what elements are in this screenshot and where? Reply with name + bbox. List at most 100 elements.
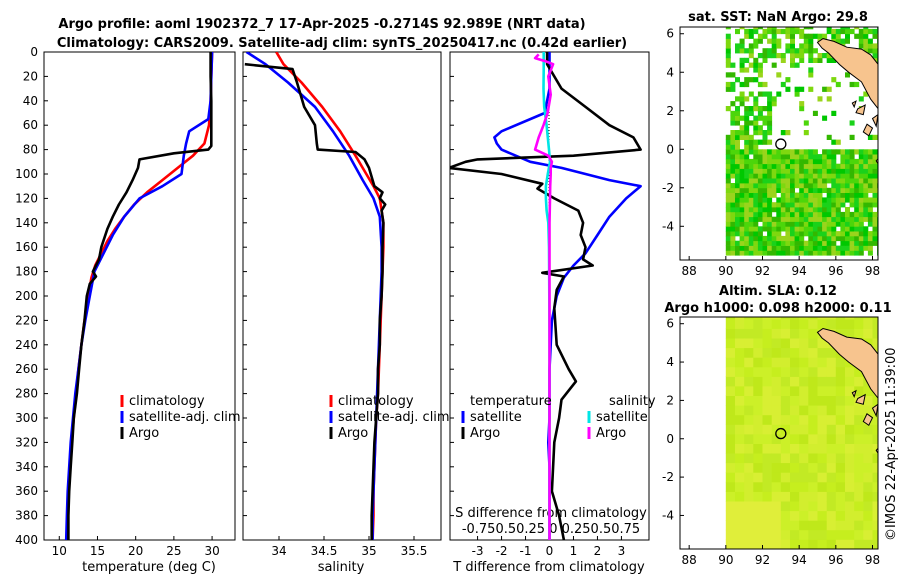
- sst-cell: [771, 183, 777, 189]
- sla-cell: [753, 395, 763, 406]
- sst-cell: [826, 27, 832, 30]
- series-line-argo: [67, 52, 213, 540]
- sla-cell: [771, 472, 782, 483]
- sla-cell: [808, 328, 818, 339]
- sst-cell: [790, 216, 795, 222]
- sst-cell: [826, 163, 832, 169]
- sst-cell: [753, 101, 759, 107]
- sst-cell: [762, 245, 768, 251]
- sst-cell: [845, 245, 850, 251]
- sst-cell: [867, 163, 873, 169]
- sla-cell: [817, 414, 828, 425]
- sst-cell: [730, 231, 736, 237]
- sla-cell: [863, 405, 873, 416]
- sst-cell: [854, 197, 860, 203]
- sst-cell: [790, 62, 795, 68]
- sst-cell: [854, 211, 860, 218]
- sla-cell: [735, 529, 745, 540]
- sst-cell: [831, 178, 837, 184]
- sst-cell: [808, 207, 814, 213]
- sst-cell: [799, 221, 805, 227]
- sla-cell: [854, 529, 864, 540]
- sst-cell: [771, 187, 777, 193]
- sst-cell: [831, 77, 837, 83]
- sst-cell: [854, 192, 860, 198]
- sla-cell: [735, 443, 745, 454]
- map-lat-label: 0: [666, 142, 674, 156]
- sst-cell: [744, 120, 750, 126]
- sla-cell: [872, 520, 878, 531]
- sst-cell: [840, 192, 846, 198]
- salinity-axis-label: salinity: [318, 560, 365, 575]
- sst-cell: [790, 168, 795, 174]
- map-lon-label: 96: [828, 264, 843, 278]
- sst-cell: [748, 33, 754, 39]
- sla-cell: [854, 405, 864, 416]
- sst-cell: [812, 149, 818, 155]
- sst-cell: [822, 149, 828, 155]
- sla-cell: [835, 317, 846, 320]
- sst-cell: [785, 86, 791, 92]
- sla-cell: [762, 501, 773, 512]
- sst-cell: [867, 154, 873, 160]
- s-difference-axis-label: S difference from climatology: [455, 506, 647, 521]
- sst-cell: [867, 173, 873, 179]
- sst-cell: [794, 28, 800, 35]
- sst-cell: [858, 158, 864, 165]
- sst-cell: [867, 211, 873, 218]
- sst-cell: [767, 120, 773, 126]
- sst-cell: [872, 33, 878, 39]
- sst-cell: [835, 235, 841, 242]
- sst-cell: [762, 192, 768, 198]
- sst-cell: [748, 207, 754, 213]
- sst-cell: [735, 250, 740, 256]
- depth-tick-label: 320: [15, 435, 38, 449]
- sst-cell: [776, 211, 782, 218]
- sla-cell: [762, 510, 773, 521]
- sla-cell: [863, 491, 873, 502]
- sla-cell: [808, 529, 818, 540]
- sla-cell: [735, 491, 745, 502]
- sst-cell: [831, 211, 837, 218]
- sst-cell: [849, 240, 855, 246]
- sst-cell: [840, 250, 846, 256]
- sla-cell: [817, 424, 828, 435]
- sst-cell: [762, 115, 768, 121]
- sla-cell: [808, 317, 818, 320]
- sst-cell: [817, 173, 823, 179]
- sst-cell: [725, 62, 731, 68]
- sst-cell: [817, 158, 823, 165]
- sst-cell: [808, 178, 814, 184]
- sla-cell: [780, 357, 791, 368]
- legend-t-satellite: satellite: [470, 410, 522, 425]
- sst-cell: [835, 173, 841, 179]
- sst-cell: [785, 226, 791, 232]
- sst-cell: [739, 211, 745, 218]
- sla-cell: [808, 539, 818, 549]
- sst-cell: [735, 28, 740, 35]
- sst-cell: [831, 110, 837, 116]
- sst-cell: [794, 158, 800, 165]
- sst-cell: [757, 72, 763, 78]
- sst-cell: [831, 226, 837, 232]
- sla-cell: [799, 529, 809, 540]
- depth-tick-label: 380: [15, 509, 38, 523]
- sst-cell: [803, 154, 809, 160]
- sst-cell: [735, 144, 740, 150]
- x-tick-label: 15: [90, 544, 105, 558]
- sst-cell: [863, 173, 869, 179]
- sst-cell: [725, 72, 731, 78]
- sst-cell: [780, 240, 786, 246]
- sst-cell: [826, 250, 832, 256]
- sla-cell: [835, 366, 846, 377]
- sst-cell: [849, 221, 855, 227]
- sst-cell: [757, 130, 763, 136]
- sst-cell: [735, 168, 740, 174]
- sst-cell: [767, 183, 773, 189]
- sst-cell: [790, 48, 795, 54]
- sla-cell: [725, 539, 736, 549]
- sla-cell: [854, 328, 864, 339]
- sst-cell: [762, 57, 768, 63]
- sst-cell: [730, 183, 736, 189]
